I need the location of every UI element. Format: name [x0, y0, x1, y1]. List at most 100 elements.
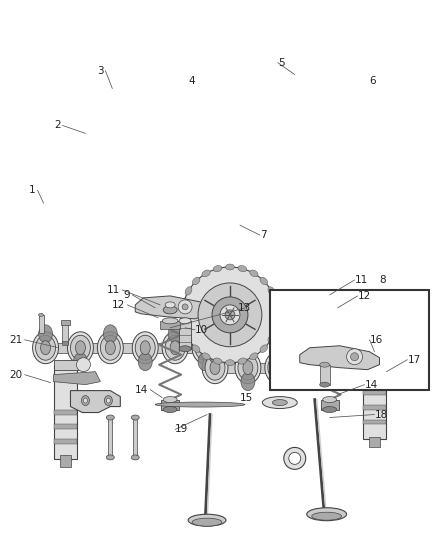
- Ellipse shape: [297, 352, 323, 384]
- Bar: [320, 321, 339, 329]
- Text: 13: 13: [238, 303, 251, 313]
- Bar: [161, 400, 179, 409]
- Ellipse shape: [262, 397, 297, 409]
- Bar: [359, 354, 390, 364]
- Polygon shape: [53, 372, 100, 385]
- Ellipse shape: [320, 382, 330, 387]
- Polygon shape: [135, 296, 207, 319]
- Circle shape: [212, 297, 248, 333]
- Ellipse shape: [67, 332, 93, 364]
- Ellipse shape: [268, 287, 275, 295]
- Bar: [179, 321, 191, 349]
- Ellipse shape: [273, 323, 279, 332]
- Ellipse shape: [185, 287, 192, 295]
- Ellipse shape: [103, 325, 117, 343]
- Ellipse shape: [226, 360, 234, 366]
- Polygon shape: [300, 346, 379, 370]
- Ellipse shape: [208, 345, 222, 362]
- Circle shape: [77, 358, 90, 372]
- Circle shape: [350, 353, 359, 361]
- Ellipse shape: [238, 355, 258, 380]
- Text: 6: 6: [370, 76, 376, 86]
- Bar: [53, 365, 78, 459]
- Bar: [320, 365, 330, 385]
- Ellipse shape: [250, 353, 258, 360]
- Ellipse shape: [307, 508, 346, 521]
- Text: 18: 18: [374, 409, 388, 419]
- Ellipse shape: [328, 352, 355, 384]
- Ellipse shape: [367, 361, 377, 375]
- Circle shape: [178, 300, 192, 314]
- Text: 21: 21: [9, 335, 23, 345]
- Ellipse shape: [192, 277, 200, 285]
- Ellipse shape: [155, 402, 245, 407]
- Text: 14: 14: [135, 385, 148, 394]
- Ellipse shape: [97, 332, 124, 364]
- Ellipse shape: [321, 318, 338, 324]
- Ellipse shape: [32, 332, 59, 364]
- Ellipse shape: [273, 298, 279, 307]
- Bar: [39, 315, 43, 333]
- Ellipse shape: [179, 310, 185, 319]
- Ellipse shape: [312, 512, 342, 520]
- Ellipse shape: [213, 358, 222, 364]
- Bar: [53, 424, 78, 430]
- Ellipse shape: [226, 264, 234, 270]
- Ellipse shape: [260, 345, 268, 352]
- Ellipse shape: [361, 355, 381, 380]
- Ellipse shape: [300, 355, 320, 380]
- Circle shape: [220, 305, 240, 325]
- Bar: [53, 439, 78, 445]
- Bar: [371, 336, 378, 340]
- Bar: [160, 321, 180, 329]
- Text: 7: 7: [260, 230, 266, 240]
- Ellipse shape: [185, 335, 192, 343]
- Text: 19: 19: [175, 424, 188, 434]
- Text: 2: 2: [54, 120, 60, 131]
- Ellipse shape: [192, 518, 222, 526]
- Ellipse shape: [180, 323, 187, 332]
- Ellipse shape: [75, 341, 85, 355]
- Ellipse shape: [202, 352, 228, 384]
- Bar: [53, 409, 78, 415]
- Ellipse shape: [106, 341, 115, 355]
- Ellipse shape: [74, 353, 88, 370]
- Ellipse shape: [323, 397, 337, 402]
- Ellipse shape: [163, 306, 177, 314]
- Circle shape: [284, 447, 306, 470]
- Circle shape: [384, 353, 396, 365]
- Ellipse shape: [202, 353, 210, 360]
- Ellipse shape: [273, 361, 283, 375]
- Ellipse shape: [163, 407, 177, 413]
- Bar: [53, 360, 83, 370]
- Ellipse shape: [163, 397, 177, 402]
- Bar: [205, 362, 385, 373]
- Ellipse shape: [39, 325, 53, 343]
- Ellipse shape: [320, 362, 330, 367]
- Ellipse shape: [188, 514, 226, 526]
- Text: 8: 8: [379, 275, 386, 285]
- Ellipse shape: [35, 335, 56, 360]
- Bar: [63, 323, 68, 343]
- Ellipse shape: [243, 361, 253, 375]
- Bar: [60, 455, 71, 467]
- Ellipse shape: [323, 407, 337, 413]
- Bar: [370, 317, 379, 322]
- Text: 12: 12: [357, 291, 371, 301]
- Ellipse shape: [332, 355, 352, 380]
- Bar: [363, 360, 386, 439]
- Ellipse shape: [195, 335, 215, 360]
- Ellipse shape: [192, 332, 218, 364]
- Ellipse shape: [271, 345, 285, 362]
- Ellipse shape: [41, 341, 50, 355]
- Ellipse shape: [268, 335, 275, 343]
- Ellipse shape: [170, 341, 180, 355]
- Circle shape: [198, 283, 262, 347]
- Ellipse shape: [200, 341, 210, 355]
- Ellipse shape: [165, 335, 185, 360]
- Polygon shape: [71, 391, 120, 413]
- Circle shape: [182, 304, 188, 310]
- Ellipse shape: [210, 361, 220, 375]
- Text: 16: 16: [370, 335, 383, 345]
- Ellipse shape: [235, 352, 261, 384]
